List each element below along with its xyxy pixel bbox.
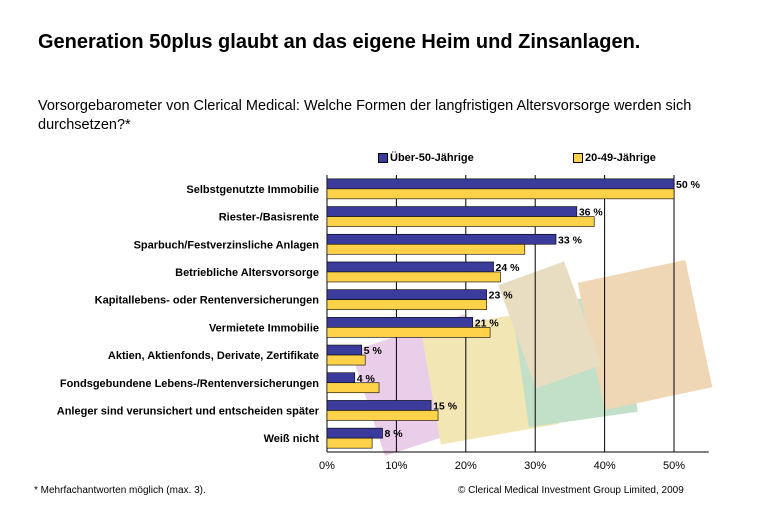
value-label-7: 4 %	[357, 373, 376, 385]
chart-subtitle: Vorsorgebarometer von Clerical Medical: …	[38, 98, 692, 133]
bar-series1-9	[326, 427, 383, 439]
value-label-5: 21 %	[475, 317, 500, 329]
bar-series1-8	[326, 400, 432, 411]
x-tick-label-1: 10%	[385, 460, 407, 472]
category-label-0: Selbstgenutzte Immobilie	[186, 184, 319, 196]
chart-title: Generation 50plus glaubt an das eigene H…	[38, 31, 641, 53]
legend-item-series2: 20-49-Jährige	[573, 152, 656, 164]
value-label-0: 50 %	[676, 179, 701, 191]
bar-series2-8	[326, 410, 439, 421]
bar-series2-0	[326, 188, 675, 200]
bars	[326, 178, 675, 449]
category-label-1: Riester-/Basisrente	[219, 212, 319, 224]
value-labels: 50 % 36 % 33 % 24 % 23 % 21 % 5 % 4 % 15 % 8 %	[357, 179, 701, 440]
bar-series2-1	[326, 216, 595, 227]
bar-series2-4	[326, 299, 487, 310]
bar-series1-3	[326, 261, 494, 273]
legend-swatch-series1	[378, 153, 388, 163]
category-label-9: Weiß nicht	[264, 433, 320, 445]
bar-series2-7	[326, 382, 380, 394]
legend-label-series1: Über-50-Jährige	[390, 152, 474, 164]
bar-series1-6	[326, 344, 363, 356]
value-label-3: 24 %	[496, 262, 521, 274]
value-label-2: 33 %	[558, 234, 583, 246]
x-tick-label-2: 20%	[455, 460, 477, 472]
bar-series2-6	[326, 354, 366, 366]
bar-series1-0	[326, 178, 675, 190]
category-label-2: Sparbuch/Festverzinsliche Anlagen	[134, 239, 320, 251]
x-tick-label-0: 0%	[319, 460, 335, 472]
category-label-6: Aktien, Aktienfonds, Derivate, Zertifika…	[108, 350, 319, 362]
legend-item-series1: Über-50-Jährige	[378, 152, 474, 164]
x-tick-label-3: 30%	[524, 460, 546, 472]
bar-series1-1	[326, 206, 578, 217]
value-label-1: 36 %	[579, 207, 604, 219]
value-label-8: 15 %	[433, 400, 458, 412]
category-label-7: Fondsgebundene Lebens-/Rentenversicherun…	[60, 378, 319, 390]
bar-series1-5	[326, 317, 474, 328]
bar-series1-7	[326, 372, 356, 384]
value-label-9: 8 %	[385, 428, 404, 440]
x-axis-ticks: 0% 10% 20% 30% 40% 50%	[319, 460, 685, 472]
category-labels: Selbstgenutzte Immobilie Riester-/Basisre…	[57, 184, 320, 445]
bar-series2-3	[326, 271, 501, 283]
value-label-6: 5 %	[364, 345, 383, 357]
legend-label-series2: 20-49-Jährige	[585, 152, 656, 164]
bar-series2-9	[326, 437, 373, 449]
bar-series2-5	[326, 327, 491, 338]
footnote: * Mehrfachantworten möglich (max. 3).	[34, 485, 206, 496]
category-label-4: Kapitallebens- oder Rentenversicherungen	[95, 295, 320, 307]
category-label-8: Anleger sind verunsichert und entscheide…	[57, 405, 320, 417]
category-label-5: Vermietete Immobilie	[209, 322, 319, 334]
x-tick-label-4: 40%	[594, 460, 616, 472]
x-tick-label-5: 50%	[663, 460, 685, 472]
bar-series1-4	[326, 289, 487, 300]
bar-series1-2	[326, 233, 557, 245]
legend-swatch-series2	[573, 153, 583, 163]
category-label-3: Betriebliche Altersvorsorge	[175, 267, 319, 279]
copyright: © Clerical Medical Investment Group Limi…	[458, 485, 684, 496]
value-label-4: 23 %	[489, 290, 514, 302]
bar-series2-2	[326, 243, 526, 255]
